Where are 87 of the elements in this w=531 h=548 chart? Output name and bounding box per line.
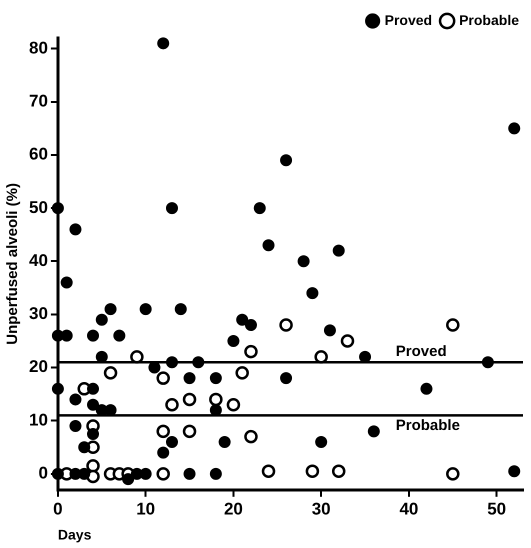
point: [156, 467, 170, 481]
point: [262, 239, 275, 252]
y-tick-label: 50: [28, 198, 48, 217]
point: [262, 464, 276, 478]
point: [244, 319, 257, 332]
point: [306, 287, 318, 300]
point: [306, 464, 320, 478]
point: [69, 223, 82, 236]
point: [244, 430, 258, 444]
point: [87, 330, 100, 342]
point: [60, 330, 73, 342]
point: [210, 372, 222, 384]
x-axis-title: Days: [58, 526, 92, 542]
x-tick-label: 40: [399, 500, 418, 519]
point: [508, 122, 520, 134]
x-tick-label: 10: [136, 500, 156, 519]
point: [60, 276, 73, 289]
point: [166, 202, 178, 214]
point: [69, 393, 82, 406]
point: [113, 330, 126, 342]
legend-label: Probable: [459, 12, 520, 28]
point: [96, 314, 108, 326]
point: [87, 382, 100, 395]
y-tick-label: 30: [28, 304, 48, 324]
point: [52, 468, 64, 480]
point: [174, 303, 187, 316]
y-tick-label: 70: [28, 91, 48, 110]
x-tick-label: 30: [312, 500, 331, 519]
ref-line-label: Probable: [396, 417, 460, 434]
point: [52, 382, 64, 395]
point: [236, 314, 248, 326]
point: [254, 202, 266, 214]
point: [280, 372, 292, 384]
point: [508, 465, 520, 478]
point: [280, 154, 292, 166]
y-tick-label: 80: [28, 38, 48, 58]
x-tick-label: 20: [224, 500, 243, 519]
point: [87, 398, 100, 411]
y-tick-label: 20: [28, 357, 48, 376]
point: [324, 324, 336, 336]
point: [104, 366, 118, 380]
point: [182, 424, 196, 438]
point: [332, 244, 345, 257]
point: [227, 334, 240, 347]
x-tick-label: 0: [53, 500, 63, 519]
y-tick-label: 60: [28, 144, 48, 164]
x-tick-label: 50: [487, 500, 506, 519]
point: [157, 37, 170, 50]
y-tick-label: 40: [28, 250, 48, 270]
point: [122, 473, 134, 486]
point: [69, 420, 82, 432]
point: [298, 255, 310, 268]
point: [210, 468, 222, 480]
point: [235, 366, 249, 380]
point: [332, 464, 346, 478]
ref-line-label: Proved: [396, 342, 447, 360]
y-tick-label: 0: [38, 464, 48, 483]
point: [446, 467, 460, 481]
point: [446, 318, 460, 332]
y-axis-title: Unperfused alveoli (%): [4, 183, 22, 345]
point: [368, 425, 380, 438]
point: [244, 344, 258, 358]
legend-label: Proved: [384, 12, 432, 28]
point: [279, 318, 293, 332]
point: [315, 436, 328, 448]
point: [86, 459, 100, 473]
point: [156, 371, 170, 385]
point: [156, 424, 170, 438]
point: [184, 372, 196, 384]
point: [157, 446, 170, 459]
point: [420, 382, 432, 395]
point: [140, 303, 152, 316]
point: [87, 428, 100, 440]
point: [104, 303, 117, 316]
point: [52, 202, 64, 214]
point: [78, 441, 90, 454]
point: [166, 436, 178, 448]
point: [218, 436, 231, 448]
y-tick-label: 10: [28, 410, 48, 430]
point: [165, 398, 179, 412]
point: [78, 468, 90, 480]
point: [209, 392, 223, 406]
point: [340, 334, 354, 348]
point: [226, 398, 240, 412]
point: [184, 468, 196, 480]
point: [140, 468, 152, 480]
point: [182, 392, 196, 406]
